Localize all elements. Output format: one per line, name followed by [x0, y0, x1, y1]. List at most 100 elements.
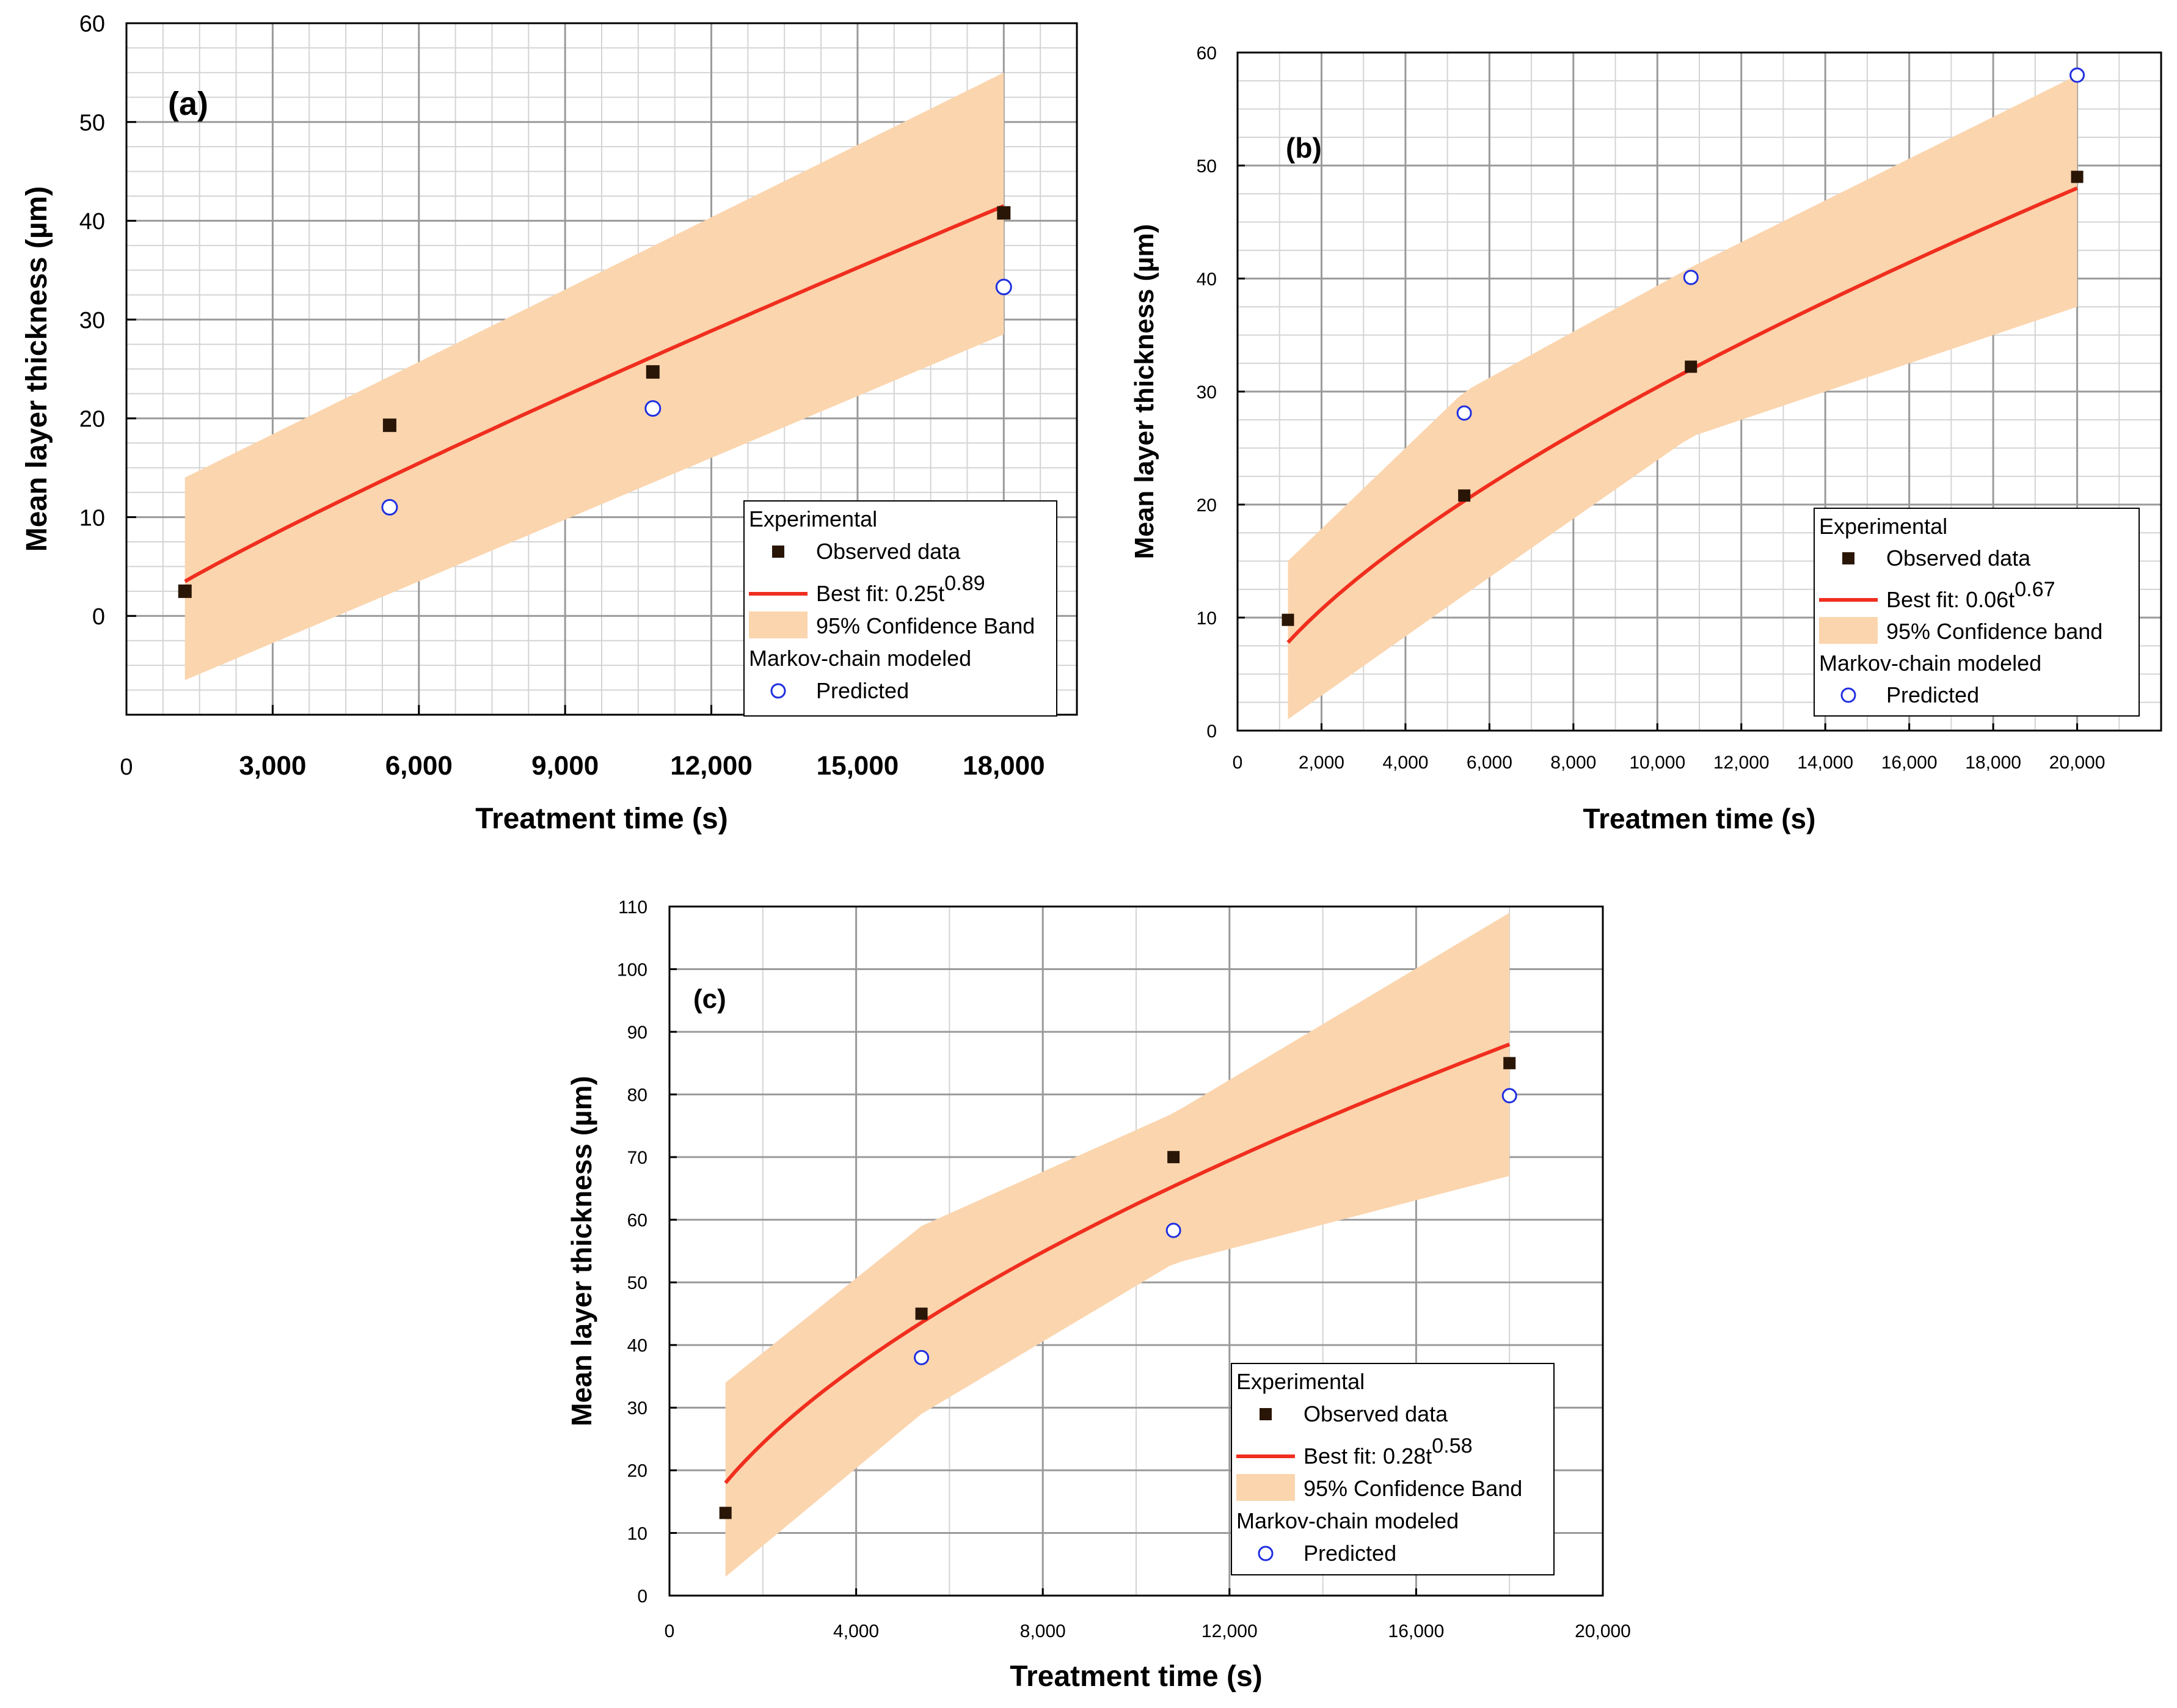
x-tick-label: 0: [665, 1621, 675, 1641]
x-axis-title: Treatment time (s): [1010, 1660, 1262, 1693]
panel-label: (b): [1286, 132, 1322, 164]
legend-band-marker: [749, 611, 808, 638]
plot-frame: [668, 905, 1604, 1597]
y-axis-title: Mean layer thickness (µm): [21, 186, 53, 552]
y-tick-label: 80: [627, 1085, 647, 1105]
x-tick-label: 8,000: [1020, 1621, 1066, 1641]
predicted-point: [1501, 1088, 1517, 1104]
legend-group-experimental: Experimental: [1819, 514, 1947, 539]
observed-point: [646, 365, 660, 379]
y-axis-title: Mean layer thickness (µm): [566, 1076, 597, 1426]
y-tick-label: 30: [79, 308, 105, 334]
plot-frame: [125, 22, 1078, 716]
panel-label: (c): [693, 984, 726, 1014]
observed-point: [719, 1506, 732, 1519]
legend-observed-label: Observed data: [1304, 1401, 1448, 1426]
y-tick-label: 40: [627, 1336, 647, 1356]
y-tick-label: 10: [79, 505, 105, 531]
y-tick-label: 20: [79, 407, 105, 432]
legend-band-label: 95% Confidence Band: [816, 613, 1035, 638]
y-tick-label: 50: [627, 1273, 647, 1293]
y-tick-label: 30: [627, 1398, 647, 1418]
legend-predicted-marker: [1258, 1546, 1274, 1561]
observed-point: [2071, 170, 2084, 183]
y-tick-label: 50: [79, 110, 105, 136]
x-tick-label: 14,000: [1797, 753, 1853, 773]
panel-a: 0 3,000 6,000 9,000 12,000 15,000 18,000 0 10 20 3…: [21, 12, 1078, 835]
y-tick-label: 60: [627, 1211, 647, 1231]
y-tick-label: 60: [79, 12, 105, 37]
y-tick-label: 40: [79, 209, 105, 235]
y-tick-label: 110: [618, 897, 647, 918]
panel-b: 0 2,000 4,000 6,000 8,000 10,000 12,000 14,000 1…: [1129, 43, 2162, 834]
legend-box: [1814, 508, 2140, 717]
x-tick-label: 18,000: [1965, 753, 2021, 773]
legend-box: [743, 500, 1057, 717]
y-tick-label: 0: [92, 604, 105, 630]
legend: Experimental Observed data Best fit: 0.25t…: [743, 500, 1057, 717]
x-tick-label: 18,000: [963, 751, 1045, 781]
confidence-band: [725, 913, 1510, 1577]
x-tick-label: 0: [1233, 753, 1243, 773]
predicted-point: [644, 400, 662, 417]
x-axis-title: Treatmen time (s): [1583, 803, 1816, 834]
legend-band-marker: [1236, 1474, 1295, 1501]
x-tick-label: 12,000: [1713, 753, 1770, 773]
x-tick-label: 16,000: [1881, 753, 1938, 773]
observed-point: [1685, 360, 1697, 373]
observed-point: [1458, 489, 1471, 502]
legend-fit-label: Best fit: 0.25t0.89: [816, 572, 985, 606]
panel-label: (a): [168, 86, 208, 122]
x-tick-label: 6,000: [385, 751, 453, 781]
y-tick-label: 90: [627, 1023, 647, 1043]
x-tick-label: 12,000: [670, 751, 753, 781]
confidence-band: [1288, 75, 2077, 720]
observed-point: [997, 206, 1011, 220]
predicted-point: [995, 279, 1012, 296]
legend-observed-marker: [772, 546, 784, 558]
y-tick-label: 0: [1206, 721, 1217, 742]
observed-point: [1503, 1057, 1516, 1070]
legend-predicted-marker: [1840, 687, 1856, 703]
y-tick-label: 0: [637, 1586, 647, 1607]
x-tick-label: 15,000: [817, 751, 899, 781]
legend-predicted-label: Predicted: [1304, 1541, 1396, 1566]
legend-group-experimental: Experimental: [749, 506, 877, 531]
legend-predicted-label: Predicted: [1886, 682, 1979, 707]
panel-c: 0 4,000 8,000 12,000 16,000 20,000 0 10 20 30 40 50…: [566, 897, 1631, 1693]
observed-point: [382, 418, 396, 432]
y-tick-label: 100: [617, 960, 647, 980]
y-tick-label: 20: [627, 1461, 647, 1481]
y-tick-label: 10: [627, 1524, 647, 1544]
y-tick-label: 20: [1197, 495, 1217, 516]
observed-point: [1167, 1151, 1180, 1164]
x-tick-label: 3,000: [239, 751, 306, 781]
y-tick-label: 10: [1197, 608, 1217, 629]
observed-point: [915, 1307, 928, 1320]
legend: Experimental Observed data Best fit: 0.28t…: [1231, 1363, 1555, 1575]
legend-band-marker: [1819, 617, 1878, 644]
y-tick-label: 40: [1197, 269, 1217, 290]
legend-observed-label: Observed data: [1886, 546, 2031, 571]
y-tick-label: 70: [627, 1148, 647, 1168]
x-tick-label: 4,000: [1382, 753, 1428, 773]
observed-point: [178, 584, 192, 598]
x-tick-label: 20,000: [1575, 1621, 1631, 1641]
legend-group-markov: Markov-chain modeled: [1236, 1508, 1459, 1533]
x-tick-label: 0: [120, 754, 133, 780]
legend-group-markov: Markov-chain modeled: [749, 646, 971, 671]
x-tick-label: 8,000: [1550, 753, 1596, 773]
legend: Experimental Observed data Best fit: 0.06t…: [1814, 508, 2140, 717]
legend-box: [1231, 1363, 1555, 1575]
legend-observed-marker: [1842, 552, 1854, 564]
best-fit-line: [184, 204, 1005, 583]
legend-band-label: 95% Confidence band: [1886, 619, 2102, 644]
y-tick-label: 50: [1197, 156, 1217, 177]
x-tick-label: 16,000: [1388, 1621, 1445, 1641]
x-tick-label: 10,000: [1629, 753, 1685, 773]
y-tick-label: 30: [1197, 382, 1217, 403]
legend-fit-label: Best fit: 0.06t0.67: [1886, 578, 2055, 612]
y-axis-title: Mean layer thickness (µm): [1129, 224, 1159, 560]
predicted-point: [1165, 1222, 1181, 1238]
predicted-point: [1456, 405, 1472, 421]
